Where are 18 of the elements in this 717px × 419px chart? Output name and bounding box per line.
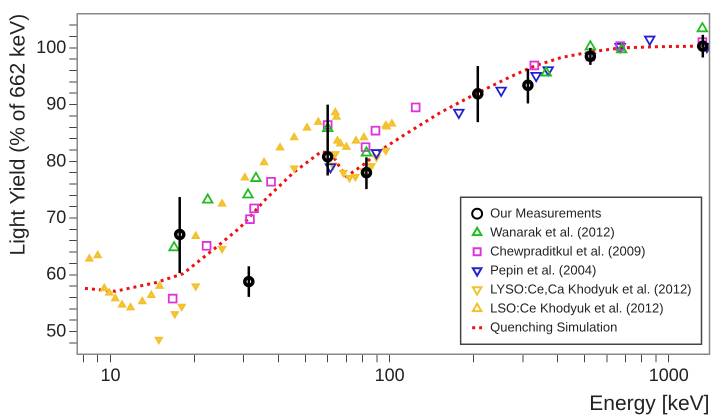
legend-label: LSO:Ce Khodyuk et al. (2012) <box>490 300 664 316</box>
y-tick-label: 70 <box>46 207 66 228</box>
legend-label: LYSO:Ce,Ca Khodyuk et al. (2012) <box>490 281 692 296</box>
x-tick-label: 10 <box>100 364 121 385</box>
y-tick-label: 50 <box>46 320 66 340</box>
y-tick-label: 90 <box>46 94 66 114</box>
legend-label: Wanarak et al. (2012) <box>490 224 615 240</box>
x-tick-label: 100 <box>374 364 405 385</box>
x-axis-title: Energy [keV] <box>589 392 710 416</box>
y-tick-label: 60 <box>46 264 66 284</box>
legend-label: Our Measurements <box>490 205 602 220</box>
x-tick-label: 1000 <box>648 364 689 385</box>
legend-label: Chewpraditkul et al. (2009) <box>490 243 646 258</box>
y-tick-label: 100 <box>36 36 66 57</box>
y-tick-label: 80 <box>46 150 66 170</box>
legend-label: Pepin et al. (2004) <box>490 262 596 278</box>
y-axis-title: Light Yield (% of 662 keV) <box>6 14 30 256</box>
legend-label: Quenching Simulation <box>490 319 618 334</box>
